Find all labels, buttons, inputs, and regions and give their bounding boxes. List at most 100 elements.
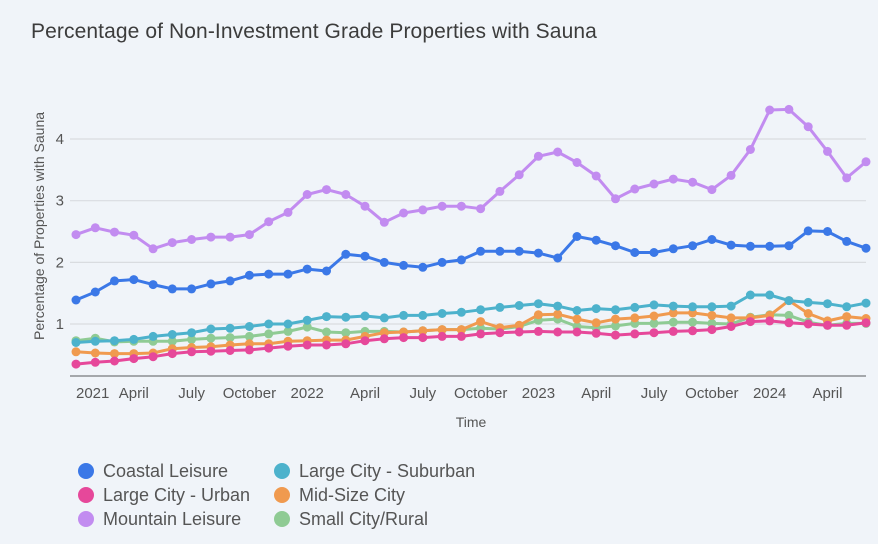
data-point[interactable] — [264, 319, 274, 329]
data-point[interactable] — [803, 226, 813, 236]
data-point[interactable] — [399, 260, 409, 270]
data-point[interactable] — [803, 309, 813, 318]
data-point[interactable] — [572, 306, 582, 315]
data-point[interactable] — [630, 248, 640, 257]
data-point[interactable] — [611, 321, 620, 331]
data-point[interactable] — [283, 269, 293, 279]
data-point[interactable] — [495, 246, 505, 256]
data-point[interactable] — [71, 338, 81, 347]
data-point[interactable] — [418, 326, 428, 336]
data-point[interactable] — [649, 248, 659, 257]
data-point[interactable] — [379, 334, 389, 344]
data-point[interactable] — [379, 257, 389, 267]
data-point[interactable] — [437, 257, 447, 267]
data-point[interactable] — [553, 309, 563, 319]
data-point[interactable] — [148, 280, 158, 290]
legend-item[interactable]: Large City - Urban — [78, 484, 274, 506]
data-point[interactable] — [90, 336, 100, 346]
data-point[interactable] — [591, 235, 601, 245]
data-point[interactable] — [129, 275, 139, 285]
data-point[interactable] — [302, 315, 312, 325]
data-point[interactable] — [322, 327, 331, 337]
data-point[interactable] — [90, 223, 100, 233]
data-point[interactable] — [437, 331, 447, 341]
data-point[interactable] — [225, 346, 235, 355]
data-point[interactable] — [668, 317, 678, 327]
data-point[interactable] — [649, 300, 659, 310]
data-point[interactable] — [745, 317, 755, 327]
data-point[interactable] — [668, 244, 678, 254]
data-point[interactable] — [861, 243, 871, 253]
data-point[interactable] — [456, 201, 466, 211]
data-point[interactable] — [745, 290, 755, 300]
data-point[interactable] — [611, 330, 620, 340]
data-point[interactable] — [707, 185, 717, 195]
data-point[interactable] — [225, 323, 235, 333]
legend-item[interactable]: Large City - Suburban — [274, 460, 475, 482]
data-point[interactable] — [360, 311, 370, 321]
data-point[interactable] — [264, 329, 274, 339]
data-point[interactable] — [591, 328, 601, 338]
data-point[interactable] — [90, 287, 100, 297]
data-point[interactable] — [187, 284, 197, 294]
data-point[interactable] — [745, 145, 755, 154]
data-point[interactable] — [399, 333, 409, 343]
data-point[interactable] — [784, 296, 794, 306]
data-point[interactable] — [842, 312, 852, 322]
data-point[interactable] — [861, 318, 871, 328]
data-point[interactable] — [341, 190, 351, 199]
data-point[interactable] — [244, 270, 254, 280]
data-point[interactable] — [360, 201, 370, 211]
data-point[interactable] — [264, 343, 274, 353]
data-point[interactable] — [707, 325, 717, 335]
data-point[interactable] — [110, 336, 119, 346]
data-point[interactable] — [572, 327, 582, 337]
data-point[interactable] — [630, 184, 640, 194]
data-point[interactable] — [514, 170, 524, 180]
data-point[interactable] — [244, 345, 254, 355]
data-point[interactable] — [264, 217, 274, 227]
data-point[interactable] — [360, 336, 370, 346]
data-point[interactable] — [264, 269, 274, 279]
data-point[interactable] — [533, 326, 543, 336]
data-point[interactable] — [688, 326, 698, 336]
data-point[interactable] — [591, 304, 601, 314]
data-point[interactable] — [90, 357, 100, 367]
data-point[interactable] — [476, 204, 486, 214]
data-point[interactable] — [283, 326, 293, 336]
data-point[interactable] — [707, 318, 717, 328]
data-point[interactable] — [110, 356, 119, 366]
data-point[interactable] — [476, 246, 486, 256]
data-point[interactable] — [495, 328, 505, 338]
data-point[interactable] — [707, 310, 717, 320]
data-point[interactable] — [823, 227, 832, 236]
data-point[interactable] — [437, 201, 447, 211]
data-point[interactable] — [341, 328, 351, 338]
data-point[interactable] — [803, 297, 813, 307]
data-point[interactable] — [187, 328, 197, 338]
data-point[interactable] — [533, 248, 543, 258]
data-point[interactable] — [225, 232, 235, 242]
data-point[interactable] — [668, 308, 678, 318]
data-point[interactable] — [784, 318, 794, 328]
data-point[interactable] — [283, 207, 293, 217]
data-point[interactable] — [110, 349, 119, 359]
data-point[interactable] — [726, 322, 736, 331]
data-point[interactable] — [71, 295, 81, 305]
data-point[interactable] — [533, 310, 543, 320]
data-point[interactable] — [630, 313, 640, 323]
data-point[interactable] — [71, 359, 81, 369]
data-point[interactable] — [167, 336, 177, 346]
data-point[interactable] — [379, 313, 389, 323]
data-point[interactable] — [456, 255, 466, 265]
data-point[interactable] — [688, 302, 698, 312]
data-point[interactable] — [784, 241, 794, 251]
data-point[interactable] — [707, 235, 717, 244]
data-point[interactable] — [244, 331, 254, 341]
data-point[interactable] — [129, 230, 139, 240]
data-point[interactable] — [514, 246, 524, 256]
data-point[interactable] — [322, 340, 331, 350]
data-point[interactable] — [861, 298, 871, 308]
data-point[interactable] — [206, 232, 216, 242]
data-point[interactable] — [611, 314, 620, 324]
